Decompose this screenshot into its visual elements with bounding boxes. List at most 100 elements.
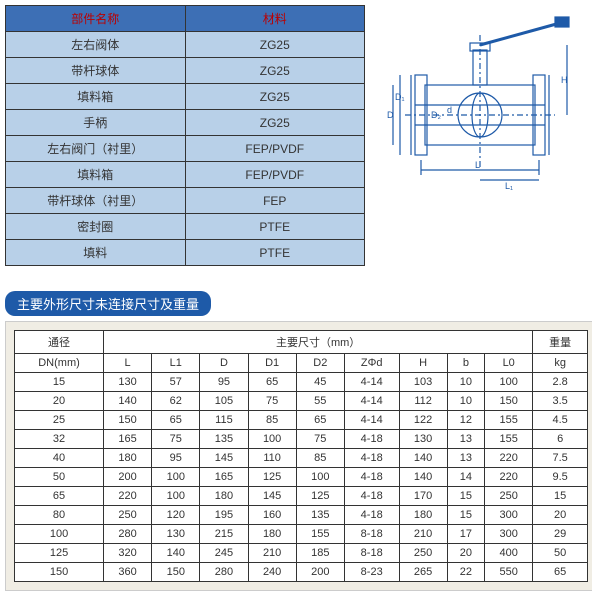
materials-cell: PTFE [185,214,365,240]
dims-cell: 180 [200,487,248,506]
dims-cell: 215 [200,525,248,544]
dims-cell: 125 [296,487,344,506]
dims-cell: 4-18 [344,468,399,487]
dims-cell: 200 [104,468,152,487]
dims-cell: 300 [485,525,533,544]
dims-cell: 20 [533,506,588,525]
dims-cell: 50 [15,468,104,487]
materials-row: 带杆球体（衬里）FEP [6,188,365,214]
dims-cell: 280 [104,525,152,544]
dims-group-main: 主要尺寸（mm） [104,331,533,354]
dims-cell: 150 [15,563,104,582]
dims-row: 15130579565454-14103101002.8 [15,373,588,392]
dims-header-cell: ZΦd [344,354,399,373]
dims-cell: 200 [296,563,344,582]
materials-cell: 填料箱 [6,162,186,188]
dims-cell: 150 [152,563,200,582]
dims-cell: 210 [248,544,296,563]
dims-cell: 155 [296,525,344,544]
materials-header-mat: 材料 [185,6,365,32]
materials-row: 填料箱ZG25 [6,84,365,110]
dims-cell: 15 [447,506,484,525]
materials-row: 左右阀体ZG25 [6,32,365,58]
dims-cell: 130 [399,430,447,449]
dims-cell: 145 [200,449,248,468]
dims-header-cell: D1 [248,354,296,373]
dims-cell: 210 [399,525,447,544]
dims-cell: 15 [447,487,484,506]
dims-cell: 300 [485,506,533,525]
dims-cell: 125 [15,544,104,563]
materials-cell: FEP [185,188,365,214]
dims-cell: 55 [296,392,344,411]
dims-group-dn: 通径 [15,331,104,354]
dims-cell: 100 [152,487,200,506]
dims-cell: 85 [296,449,344,468]
dim-label-L1: L₁ [505,181,513,191]
dims-cell: 65 [15,487,104,506]
dims-cell: 4-18 [344,487,399,506]
materials-cell: 填料 [6,240,186,266]
dims-cell: 80 [15,506,104,525]
dims-cell: 4-18 [344,506,399,525]
materials-row: 手柄ZG25 [6,110,365,136]
dims-cell: 240 [248,563,296,582]
dims-cell: 20 [15,392,104,411]
dims-cell: 155 [485,411,533,430]
dims-cell: 100 [485,373,533,392]
dims-cell: 3.5 [533,392,588,411]
dims-cell: 125 [248,468,296,487]
dims-cell: 135 [200,430,248,449]
dims-cell: 112 [399,392,447,411]
materials-table: 部件名称 材料 左右阀体ZG25带杆球体ZG25填料箱ZG25手柄ZG25左右阀… [5,5,365,266]
materials-cell: ZG25 [185,32,365,58]
dims-cell: 103 [399,373,447,392]
dim-label-D: D [387,110,394,120]
materials-cell: ZG25 [185,110,365,136]
materials-cell: 密封圈 [6,214,186,240]
dims-cell: 8-23 [344,563,399,582]
materials-cell: PTFE [185,240,365,266]
dims-cell: 13 [447,449,484,468]
section-title: 主要外形尺寸未连接尺寸及重量 [5,291,211,316]
dims-header-cell: D2 [296,354,344,373]
materials-cell: 填料箱 [6,84,186,110]
dims-cell: 62 [152,392,200,411]
dims-row: 251506511585654-14122121554.5 [15,411,588,430]
dims-cell: 15 [15,373,104,392]
dims-header-cell: L [104,354,152,373]
materials-row: 填料PTFE [6,240,365,266]
dims-cell: 20 [447,544,484,563]
dims-cell: 75 [296,430,344,449]
dims-cell: 4-18 [344,449,399,468]
dims-cell: 65 [296,411,344,430]
dims-cell: 85 [248,411,296,430]
dims-cell: 65 [248,373,296,392]
dimensions-table: 通径 主要尺寸（mm） 重量 DN(mm)LL1DD1D2ZΦdHbL0kg 1… [14,330,588,582]
dims-group-row: 通径 主要尺寸（mm） 重量 [15,331,588,354]
dims-header-row: DN(mm)LL1DD1D2ZΦdHbL0kg [15,354,588,373]
dims-cell: 180 [248,525,296,544]
dims-cell: 100 [248,430,296,449]
dims-cell: 220 [485,468,533,487]
dims-row: 4018095145110854-18140132207.5 [15,449,588,468]
dims-cell: 165 [200,468,248,487]
dims-cell: 550 [485,563,533,582]
dims-cell: 120 [152,506,200,525]
materials-header-row: 部件名称 材料 [6,6,365,32]
dims-cell: 4-14 [344,411,399,430]
materials-row: 带杆球体ZG25 [6,58,365,84]
dims-cell: 170 [399,487,447,506]
dims-row: 652201001801451254-181701525015 [15,487,588,506]
dims-cell: 160 [248,506,296,525]
dims-cell: 22 [447,563,484,582]
dims-header-cell: H [399,354,447,373]
dims-cell: 150 [104,411,152,430]
dims-cell: 130 [104,373,152,392]
materials-cell: 左右阀体 [6,32,186,58]
dims-cell: 40 [15,449,104,468]
dim-label-d: d [447,105,452,115]
dims-cell: 50 [533,544,588,563]
dim-label-L: L [475,160,480,170]
dims-cell: 4-18 [344,430,399,449]
